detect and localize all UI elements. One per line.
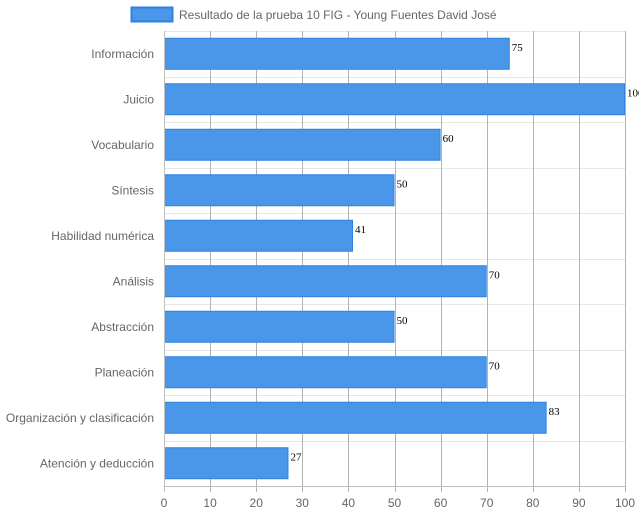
bar[interactable] — [164, 83, 625, 116]
bar[interactable] — [164, 265, 487, 298]
x-tick-label: 50 — [388, 496, 402, 510]
x-tick-label: 40 — [342, 496, 356, 510]
category-label: Organización y clasificación — [6, 411, 154, 425]
bar[interactable] — [164, 128, 441, 161]
category-label: Información — [91, 47, 154, 61]
x-tick-label: 90 — [572, 496, 586, 510]
category-label: Abstracción — [91, 320, 154, 334]
x-tick-label: 70 — [480, 496, 494, 510]
axes — [164, 31, 625, 492]
data-label: 50 — [397, 178, 409, 190]
category-label: Habilidad numérica — [51, 229, 154, 243]
data-label: 70 — [489, 360, 501, 372]
bar[interactable] — [164, 356, 487, 389]
x-tick-label: 60 — [434, 496, 448, 510]
legend[interactable]: Resultado de la prueba 10 FIG - Young Fu… — [130, 6, 497, 23]
x-tick-label: 100 — [615, 496, 635, 510]
category-label: Vocabulario — [91, 138, 154, 152]
category-label: Juicio — [123, 92, 154, 106]
data-label: 83 — [549, 406, 561, 418]
x-tick-label: 80 — [526, 496, 540, 510]
data-label: 41 — [355, 224, 366, 236]
x-tick-label: 10 — [203, 496, 217, 510]
data-label: 50 — [397, 315, 409, 327]
x-tick-label: 20 — [250, 496, 264, 510]
data-label: 60 — [443, 133, 455, 145]
bar[interactable] — [164, 37, 510, 70]
legend-swatch — [130, 6, 174, 23]
x-tick-label: 30 — [296, 496, 310, 510]
data-label: 100 — [627, 87, 639, 99]
data-label: 27 — [290, 451, 302, 463]
category-label: Síntesis — [111, 183, 154, 197]
category-label: Análisis — [113, 274, 154, 288]
labels: 75Información100Juicio60Vocabulario50Sín… — [6, 42, 639, 510]
data-label: 75 — [512, 42, 524, 54]
data-label: 70 — [489, 269, 501, 281]
category-label: Atención y deducción — [40, 456, 154, 470]
bar[interactable] — [164, 219, 354, 252]
bar[interactable] — [164, 174, 395, 207]
bar[interactable] — [164, 310, 395, 343]
bars — [164, 37, 625, 480]
bar[interactable] — [164, 447, 289, 480]
legend-label: Resultado de la prueba 10 FIG - Young Fu… — [179, 8, 497, 22]
x-tick-label: 0 — [161, 496, 168, 510]
bar[interactable] — [164, 401, 547, 434]
category-label: Planeación — [95, 365, 154, 379]
